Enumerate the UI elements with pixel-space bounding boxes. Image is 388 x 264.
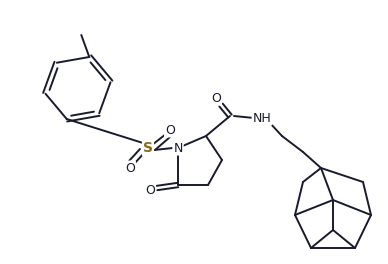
Text: O: O [211,92,221,105]
Text: NH: NH [253,111,271,125]
Text: O: O [145,183,155,196]
Text: O: O [165,124,175,136]
Text: S: S [143,141,153,155]
Text: O: O [125,162,135,175]
Text: N: N [173,142,183,154]
